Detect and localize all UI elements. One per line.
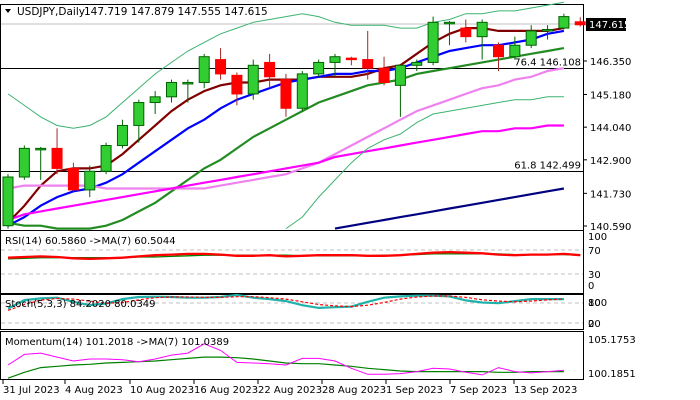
stoch-title: Stoch(5,3,3) 84.2020 80.0349 — [5, 299, 156, 310]
ma-line — [7, 124, 564, 222]
rsi-panel[interactable]: RSI(14) 60.5860 ->MA(7) 60.5044 — [0, 230, 584, 294]
candle[interactable] — [18, 145, 30, 180]
candle[interactable] — [509, 36, 521, 60]
candle[interactable] — [460, 19, 472, 43]
rsi-axis: 100 70 300 — [588, 232, 607, 292]
axis-tick: 0 — [588, 319, 594, 330]
current-price-badge: 147.615 — [586, 18, 630, 31]
axis-tick: 100 — [588, 232, 607, 243]
candle[interactable] — [247, 59, 259, 100]
time-tick: 31 Jul 2023 — [3, 385, 60, 396]
axis-tick: 100.1851 — [588, 369, 636, 380]
candle[interactable] — [35, 146, 47, 180]
fib-level-label: 61.8 142.499 — [514, 161, 581, 172]
candle[interactable] — [558, 13, 570, 30]
time-tick: 1 Sep 2023 — [386, 385, 443, 396]
momentum-axis: 105.1753 100.1851 — [588, 335, 636, 380]
stochastic-panel[interactable]: Stoch(5,3,3) 84.2020 80.0349 — [0, 293, 584, 330]
time-tick: 7 Sep 2023 — [450, 385, 507, 396]
candle[interactable] — [362, 30, 374, 80]
price-tick: 146.350 — [590, 57, 631, 68]
stoch-main-line — [7, 293, 564, 310]
candle[interactable] — [525, 25, 537, 49]
time-tick: 28 Aug 2023 — [322, 385, 386, 396]
ohlc-values: 147.719 147.879 147.555 147.615 — [84, 6, 268, 18]
candle[interactable] — [198, 53, 210, 89]
candle[interactable] — [215, 48, 227, 80]
candlesticks[interactable] — [2, 13, 586, 229]
candle[interactable] — [345, 56, 357, 66]
time-axis[interactable]: 31 Jul 2023 4 Aug 2023 10 Aug 2023 16 Aug 2… — [2, 380, 577, 396]
axis-tick: 100 — [588, 298, 607, 309]
time-tick: 13 Sep 2023 — [514, 385, 577, 396]
candle[interactable] — [296, 71, 308, 112]
candle[interactable] — [443, 20, 455, 46]
price-tick: 144.040 — [590, 123, 631, 134]
time-tick: 4 Aug 2023 — [65, 385, 123, 396]
rsi-panel-frame — [0, 230, 584, 294]
price-tick: 141.730 — [590, 189, 631, 200]
candle[interactable] — [67, 162, 79, 192]
candle[interactable] — [2, 174, 14, 229]
candle[interactable] — [313, 59, 325, 77]
axis-tick: 20 — [588, 319, 601, 330]
axis-tick: 105.1753 — [588, 335, 636, 346]
candle[interactable] — [84, 165, 96, 198]
momentum-panel[interactable]: Momentum(14) 101.2018 ->MA(7) 101.0389 — [0, 331, 584, 380]
candle[interactable] — [149, 91, 161, 114]
candle[interactable] — [493, 42, 504, 72]
candle[interactable] — [280, 73, 292, 117]
candle[interactable] — [394, 64, 406, 117]
axis-tick: 70 — [588, 246, 601, 257]
momentum-title: Momentum(14) 101.2018 ->MA(7) 101.0389 — [5, 337, 229, 348]
ma-line — [7, 47, 565, 230]
current-price-label: 147.615 — [589, 20, 630, 31]
candle[interactable] — [231, 72, 243, 106]
symbol-label: USDJPY,Daily — [17, 6, 85, 18]
rsi-line — [7, 250, 581, 261]
axis-tick: 0 — [588, 281, 594, 292]
axis-tick: 80 — [588, 298, 601, 309]
candle[interactable] — [542, 25, 554, 40]
price-axis[interactable]: 146.350 145.180 144.040 142.900 141.730 140.5… — [583, 57, 631, 233]
candle[interactable] — [264, 53, 276, 89]
time-tick: 10 Aug 2023 — [130, 385, 194, 396]
momentum-ma-line — [7, 356, 564, 379]
price-tick: 145.180 — [590, 91, 631, 102]
triangle-down-icon[interactable] — [5, 9, 11, 13]
price-tick: 140.590 — [590, 222, 631, 233]
rsi-title: RSI(14) 60.5860 ->MA(7) 60.5044 — [5, 236, 176, 247]
candle[interactable] — [329, 53, 341, 77]
candle[interactable] — [166, 79, 177, 103]
time-tick: 22 Aug 2023 — [258, 385, 322, 396]
momentum-line — [7, 343, 564, 376]
axis-tick: 30 — [588, 270, 601, 281]
candle[interactable] — [100, 142, 112, 175]
stoch-signal-line — [7, 295, 564, 311]
chart-header: USDJPY,Daily 147.719 147.879 147.555 147… — [5, 6, 268, 18]
ma-line — [285, 96, 564, 230]
candle[interactable] — [51, 128, 63, 175]
candle[interactable] — [133, 99, 145, 143]
time-tick: 16 Aug 2023 — [194, 385, 258, 396]
candle[interactable] — [116, 119, 128, 149]
candle[interactable] — [411, 59, 423, 72]
ma-line — [334, 187, 565, 230]
candle[interactable] — [182, 79, 194, 103]
candle[interactable] — [427, 16, 439, 66]
candle[interactable] — [574, 17, 586, 27]
fib-level-label: 76.4 146.108 — [514, 58, 581, 69]
price-tick: 142.900 — [590, 156, 631, 167]
main-price-panel[interactable]: 76.4 146.108 61.8 142.499 USDJPY,Daily 14… — [0, 1, 586, 231]
candle[interactable] — [378, 56, 390, 86]
candle[interactable] — [476, 19, 488, 60]
ma-line — [7, 1, 564, 129]
ma-line — [7, 67, 565, 190]
